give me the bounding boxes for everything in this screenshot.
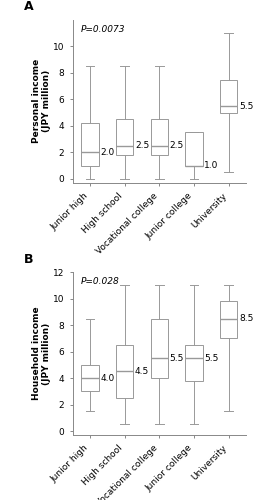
- Text: 2.5: 2.5: [135, 141, 149, 150]
- Text: P=0.0073: P=0.0073: [81, 25, 126, 34]
- PathPatch shape: [151, 318, 168, 378]
- Text: B: B: [24, 252, 33, 266]
- Text: 1.0: 1.0: [204, 161, 219, 170]
- PathPatch shape: [81, 365, 99, 392]
- Y-axis label: Personal income
(JPY million): Personal income (JPY million): [32, 59, 51, 144]
- Text: 2.0: 2.0: [100, 148, 114, 157]
- Text: 5.5: 5.5: [170, 354, 184, 363]
- Text: P=0.028: P=0.028: [81, 277, 120, 286]
- PathPatch shape: [185, 345, 203, 381]
- PathPatch shape: [116, 345, 133, 398]
- Text: 8.5: 8.5: [239, 314, 254, 323]
- Text: 5.5: 5.5: [204, 354, 219, 363]
- PathPatch shape: [220, 302, 237, 339]
- PathPatch shape: [185, 132, 203, 166]
- PathPatch shape: [220, 80, 237, 112]
- Text: A: A: [24, 0, 34, 14]
- Text: 2.5: 2.5: [170, 141, 184, 150]
- Text: 4.0: 4.0: [100, 374, 114, 382]
- PathPatch shape: [151, 119, 168, 155]
- Text: 5.5: 5.5: [239, 102, 254, 110]
- Text: 4.5: 4.5: [135, 367, 149, 376]
- PathPatch shape: [81, 123, 99, 166]
- PathPatch shape: [116, 119, 133, 155]
- Y-axis label: Household income
(JPY million): Household income (JPY million): [32, 307, 51, 400]
